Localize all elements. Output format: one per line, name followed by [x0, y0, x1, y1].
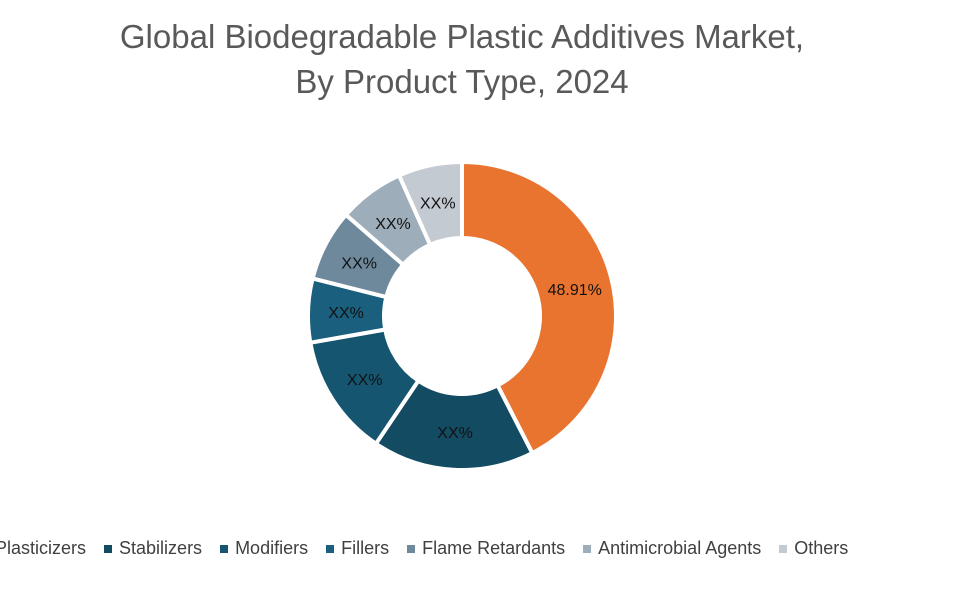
- slice-plasticizers: [460, 159, 618, 456]
- legend-label: Others: [794, 538, 849, 558]
- data-label: XX%: [375, 216, 411, 233]
- legend-item: Stabilizers: [104, 538, 202, 559]
- legend-label: Antimicrobial Agents: [598, 538, 762, 558]
- data-label: XX%: [328, 305, 364, 322]
- legend-label: Plasticizers: [0, 538, 87, 558]
- legend-item: Fillers: [326, 538, 389, 559]
- legend-swatch: [220, 544, 229, 553]
- slice-others: [396, 159, 464, 248]
- legend-swatch: [104, 544, 113, 553]
- data-label: XX%: [420, 196, 456, 213]
- legend-swatch: [407, 544, 416, 553]
- chart-title: Global Biodegradable Plastic Additives M…: [0, 14, 924, 104]
- legend-swatch: [779, 544, 788, 553]
- legend-swatch: [583, 544, 592, 553]
- legend-label: Modifiers: [235, 538, 309, 558]
- legend-label: Flame Retardants: [422, 538, 566, 558]
- title-line-1: Global Biodegradable Plastic Additives M…: [119, 18, 805, 55]
- data-label: XX%: [341, 255, 377, 272]
- data-label: 48.91%: [548, 282, 602, 299]
- data-label: XX%: [347, 372, 383, 389]
- legend-label: Stabilizers: [119, 538, 203, 558]
- legend: Plasticizers Stabilizers Modifiers Fillers F…: [0, 538, 866, 559]
- legend-swatch: [326, 544, 335, 553]
- legend-label: Fillers: [341, 538, 390, 558]
- legend-item: Modifiers: [220, 538, 308, 559]
- title-line-2: By Product Type, 2024: [295, 63, 629, 100]
- legend-item: Antimicrobial Agents: [583, 538, 761, 559]
- data-label: XX%: [437, 425, 473, 442]
- legend-item: Others: [779, 538, 848, 559]
- legend-item: Plasticizers: [0, 538, 86, 559]
- legend-item: Flame Retardants: [407, 538, 565, 559]
